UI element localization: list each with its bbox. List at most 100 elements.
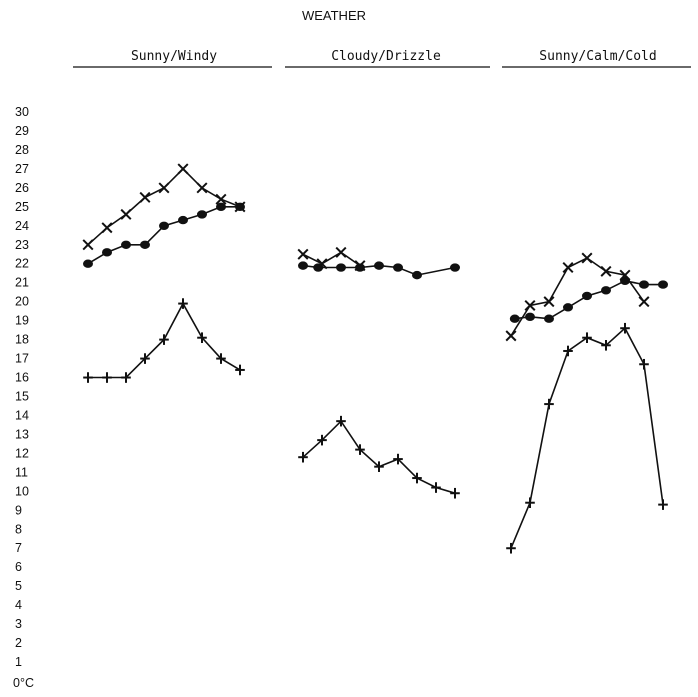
y-tick-label: 2	[15, 636, 22, 650]
y-tick-label: 5	[15, 579, 22, 593]
x-marker	[600, 265, 612, 277]
plus-marker	[620, 322, 630, 334]
series-dot	[83, 202, 245, 268]
y-tick-label: 3	[15, 617, 22, 631]
y-tick-label: 18	[15, 333, 29, 347]
y-tick-label: 9	[15, 503, 22, 517]
y-tick-label: 28	[15, 143, 29, 157]
dot-marker	[235, 202, 245, 212]
series-line	[510, 257, 645, 337]
dot-marker	[620, 276, 630, 286]
dot-marker	[563, 303, 573, 312]
dot-marker	[601, 286, 611, 295]
series-line	[510, 326, 664, 549]
x-marker	[120, 208, 132, 220]
y-tick-label: 6	[15, 560, 22, 574]
x-marker	[82, 239, 94, 251]
panel-plot	[505, 252, 668, 554]
plus-marker	[317, 434, 327, 446]
y-tick-label: 13	[15, 427, 29, 441]
dot-marker	[336, 263, 346, 272]
dot-marker	[197, 210, 207, 219]
dot-marker	[374, 261, 384, 270]
plus-marker	[506, 542, 516, 554]
dot-marker	[102, 248, 112, 257]
series-plus	[506, 322, 668, 554]
dot-marker	[298, 261, 308, 270]
plus-marker	[121, 372, 131, 383]
plus-marker	[412, 472, 422, 484]
y-tick-label: 23	[15, 238, 29, 252]
plus-marker	[140, 353, 150, 364]
y-axis: 3029282726252423222120191817161514131211…	[13, 105, 34, 690]
plus-marker	[658, 499, 668, 510]
dot-marker	[140, 240, 150, 249]
dot-marker	[178, 215, 188, 225]
y-tick-label: 17	[15, 352, 29, 366]
x-marker	[638, 296, 650, 308]
plus-marker	[216, 353, 226, 364]
x-marker	[335, 246, 347, 258]
y-tick-label: 21	[15, 276, 29, 290]
plus-marker	[355, 444, 365, 455]
plus-marker	[525, 497, 535, 509]
y-tick-label: 25	[15, 200, 29, 214]
x-marker	[505, 330, 517, 342]
x-marker	[196, 182, 208, 194]
dot-marker	[639, 280, 649, 289]
y-tick-label: 14	[15, 408, 29, 422]
y-tick-label: 1	[15, 655, 22, 669]
panel-plot	[82, 163, 246, 383]
x-marker	[158, 182, 170, 194]
chart-title: WEATHER	[302, 8, 366, 23]
x-marker	[297, 248, 309, 260]
plus-marker	[639, 358, 649, 370]
y-tick-label: 27	[15, 162, 29, 176]
y-tick-label: 4	[15, 598, 22, 612]
y-tick-label: 10	[15, 484, 29, 498]
plus-marker	[235, 364, 245, 376]
x-marker	[177, 163, 189, 175]
plus-marker	[374, 461, 384, 472]
dot-marker	[216, 202, 226, 212]
plus-marker	[197, 332, 207, 344]
y-tick-label: 22	[15, 257, 29, 271]
y-tick-label: 19	[15, 314, 29, 328]
plot-area	[82, 163, 668, 554]
dot-marker	[313, 263, 324, 272]
panel-plot	[297, 246, 460, 499]
series-line	[302, 251, 361, 267]
panel-header-label: Sunny/Calm/Cold	[539, 49, 656, 64]
x-marker	[581, 252, 593, 264]
y-tick-label: 16	[15, 371, 29, 385]
y-tick-label: 7	[15, 541, 22, 555]
series-line	[302, 419, 456, 494]
y-tick-label: 15	[15, 390, 29, 404]
plus-marker	[178, 298, 188, 309]
series-plus	[298, 415, 460, 499]
x-marker	[139, 191, 151, 203]
y-tick-label: 26	[15, 181, 29, 195]
plus-marker	[601, 339, 611, 351]
plus-marker	[159, 334, 169, 345]
dot-marker	[83, 259, 93, 268]
y-tick-label: 12	[15, 446, 29, 460]
dot-marker	[450, 263, 460, 272]
plus-marker	[582, 332, 592, 344]
series-plus	[83, 298, 245, 383]
series-dot	[509, 276, 668, 323]
panel-header-label: Cloudy/Drizzle	[331, 49, 441, 64]
series-dot	[298, 261, 460, 280]
y-tick-label: 30	[15, 105, 29, 119]
plus-marker	[83, 372, 93, 383]
dot-marker	[582, 291, 592, 301]
y-tick-label: 24	[15, 219, 29, 233]
y-tick-label: 8	[15, 522, 22, 536]
dot-marker	[159, 221, 169, 231]
plus-marker	[450, 487, 460, 499]
plus-marker	[102, 372, 112, 383]
dot-marker	[355, 263, 365, 272]
series-line	[87, 206, 240, 265]
x-marker	[524, 299, 536, 311]
dot-marker	[525, 312, 535, 322]
